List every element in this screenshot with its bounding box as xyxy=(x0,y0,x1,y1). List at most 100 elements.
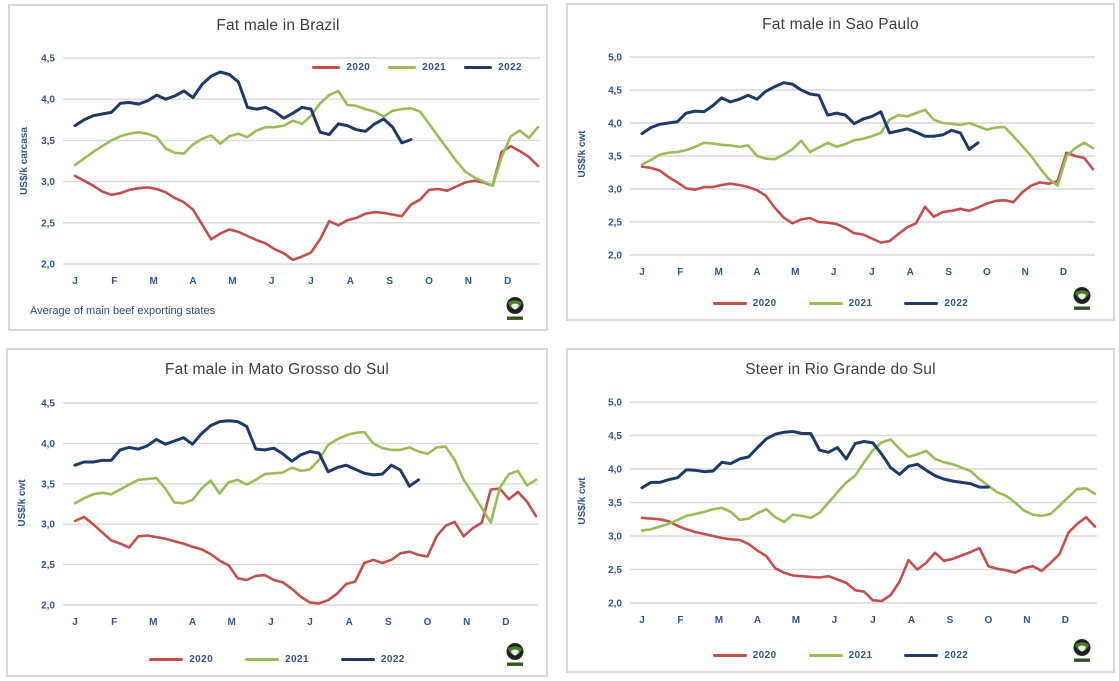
x-tick-label: D xyxy=(1060,267,1067,278)
x-tick-label: D xyxy=(502,617,509,628)
y-tick-label: 3,5 xyxy=(41,136,55,147)
x-tick-label: A xyxy=(346,617,353,628)
x-tick-label: S xyxy=(945,267,952,278)
x-tick-label: N xyxy=(1023,615,1030,626)
plot-area: 5,0 4,5 4,0 3,5 3,0 2,5 2,0 J F M A M J J A S O N D xyxy=(608,398,1097,626)
legend-item-2021: 2021 xyxy=(388,62,446,73)
legend-swatch-2020 xyxy=(149,658,184,661)
x-tick-label: N xyxy=(465,276,472,287)
series-line-2022 xyxy=(73,70,413,145)
x-tick-label: M xyxy=(150,276,158,287)
legend-label: 2021 xyxy=(848,298,873,309)
x-tick-label: J xyxy=(869,267,875,278)
legend-swatch-2021 xyxy=(808,654,843,657)
panel-steer-rio-grande: Steer in Rio Grande do Sul US$/k cwt 5,0… xyxy=(566,348,1115,673)
x-tick-label: M xyxy=(714,267,722,278)
legend-swatch-2021 xyxy=(388,66,417,69)
x-tick-label: S xyxy=(947,615,954,626)
legend-label: 2020 xyxy=(752,650,777,661)
series-line-2021 xyxy=(640,438,1097,532)
x-tick-label: A xyxy=(908,615,915,626)
globe-logo-icon xyxy=(1073,639,1091,662)
chart-footnote: Average of main beef exporting states xyxy=(30,305,216,317)
chart-title: Fat male in Sao Paulo xyxy=(762,16,919,33)
y-tick-label: 2,0 xyxy=(608,599,622,610)
x-tick-label: J xyxy=(268,617,274,628)
globe-logo-icon xyxy=(506,643,524,666)
legend-item-2021: 2021 xyxy=(245,654,309,665)
x-tick-label: F xyxy=(677,615,683,626)
globe-logo-icon xyxy=(1073,287,1091,310)
y-tick-label: 3,0 xyxy=(608,185,622,196)
legend-swatch-2022 xyxy=(340,658,375,661)
y-tick-label: 2,5 xyxy=(608,565,622,576)
y-tick-label: 3,0 xyxy=(41,177,55,188)
legend-label: 2022 xyxy=(944,650,969,661)
y-axis-label: US$/k cwt xyxy=(577,130,588,178)
y-tick-label: 4,0 xyxy=(608,465,622,476)
legend-label: 2020 xyxy=(752,298,777,309)
x-tick-label: M xyxy=(228,276,236,287)
x-tick-label: A xyxy=(189,276,196,287)
x-tick-label: M xyxy=(228,617,236,628)
legend-label: 2022 xyxy=(944,298,969,309)
y-tick-label: 4,5 xyxy=(41,54,55,65)
chart-title: Fat male in Mato Grosso do Sul xyxy=(165,361,389,378)
legend-item-2021: 2021 xyxy=(808,650,873,661)
x-tick-label: J xyxy=(72,276,78,287)
series-line-2020 xyxy=(73,144,540,262)
x-tick-label: O xyxy=(425,276,433,287)
series-line-2022 xyxy=(640,430,990,490)
y-tick-label: 3,0 xyxy=(41,520,55,531)
legend-item-2020: 2020 xyxy=(712,298,777,309)
x-tick-label: J xyxy=(832,615,838,626)
y-tick-label: 4,5 xyxy=(608,86,622,97)
legend-item-2021: 2021 xyxy=(808,298,873,309)
plot-area: 4,5 4,0 3,5 3,0 2,5 2,0 J F M A M J J A S O N D xyxy=(41,54,540,287)
legend-swatch-2020 xyxy=(712,654,747,657)
x-tick-label: J xyxy=(308,276,314,287)
series-line-2021 xyxy=(640,108,1095,187)
legend-item-2022: 2022 xyxy=(464,62,522,73)
legend: 2020 2021 2022 xyxy=(8,654,546,665)
x-tick-label: O xyxy=(985,615,993,626)
y-tick-label: 4,5 xyxy=(41,399,55,410)
x-tick-label: S xyxy=(385,617,392,628)
x-tick-label: F xyxy=(111,617,117,628)
legend-label: 2021 xyxy=(285,654,309,665)
legend: 2020 2021 2022 xyxy=(568,650,1113,661)
legend-label: 2021 xyxy=(422,62,447,73)
y-tick-label: 3,5 xyxy=(41,479,55,490)
y-tick-label: 4,5 xyxy=(608,431,622,442)
x-tick-label: A xyxy=(753,267,760,278)
y-tick-label: 5,0 xyxy=(608,53,622,64)
y-tick-label: 2,5 xyxy=(41,218,55,229)
globe-logo-icon xyxy=(506,297,524,320)
x-tick-label: F xyxy=(677,267,683,278)
y-axis-label: US$/k carcasa xyxy=(19,127,30,195)
x-tick-label: M xyxy=(791,267,799,278)
y-tick-label: 2,5 xyxy=(41,560,55,571)
legend-swatch-2020 xyxy=(312,66,341,69)
y-tick-label: 2,0 xyxy=(41,601,55,612)
y-tick-label: 5,0 xyxy=(608,398,622,409)
legend-item-2022: 2022 xyxy=(904,298,968,309)
x-tick-label: D xyxy=(1062,615,1069,626)
x-tick-label: J xyxy=(870,615,876,626)
y-tick-label: 3,5 xyxy=(608,498,622,509)
y-tick-label: 4,0 xyxy=(41,439,55,450)
y-tick-label: 2,5 xyxy=(608,218,622,229)
y-tick-label: 3,5 xyxy=(608,152,622,163)
chart-title: Steer in Rio Grande do Sul xyxy=(745,361,936,378)
x-tick-label: J xyxy=(831,267,837,278)
legend-label: 2020 xyxy=(189,654,214,665)
plot-area: 4,5 4,0 3,5 3,0 2,5 2,0 J F M A M J J A S O N D xyxy=(41,399,538,628)
y-tick-label: 4,0 xyxy=(608,119,622,130)
legend-item-2022: 2022 xyxy=(340,654,405,665)
legend-item-2022: 2022 xyxy=(904,650,968,661)
x-tick-label: N xyxy=(463,617,470,628)
legend: 2020 2021 2022 xyxy=(568,298,1113,309)
legend-label: 2022 xyxy=(380,654,405,665)
legend-swatch-2022 xyxy=(464,66,493,69)
x-tick-label: A xyxy=(907,267,914,278)
